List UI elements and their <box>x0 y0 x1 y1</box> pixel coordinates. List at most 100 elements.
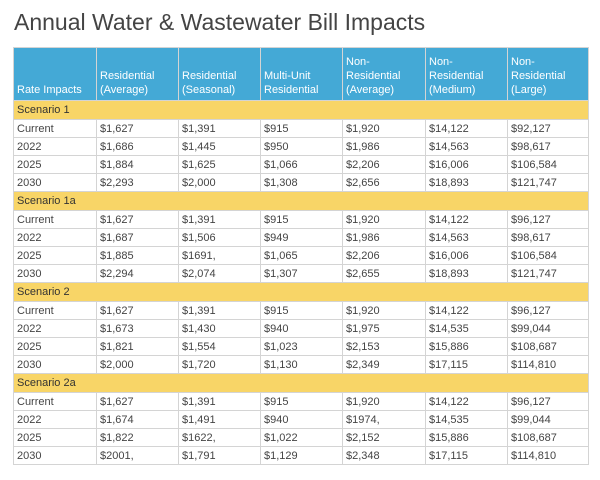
value-cell: $1,023 <box>260 337 343 356</box>
value-cell: $2,293 <box>96 173 179 192</box>
table-row: 2022 $1,686 $1,445 $950 $1,986 $14,563 $98,617 <box>13 137 589 156</box>
value-cell: $1,821 <box>96 337 179 356</box>
row-label-cell: 2030 <box>13 446 97 465</box>
value-cell: $1,554 <box>178 337 261 356</box>
row-label-cell: Current <box>13 119 97 138</box>
value-cell: $14,563 <box>425 137 508 156</box>
value-cell: $1,430 <box>178 319 261 338</box>
table-row: 2030 $2,000 $1,720 $1,130 $2,349 $17,115 $114,… <box>13 355 589 374</box>
value-cell: $1,920 <box>342 119 426 138</box>
value-cell: $1,920 <box>342 392 426 411</box>
value-cell: $99,044 <box>507 410 589 429</box>
value-cell: $14,122 <box>425 301 508 320</box>
value-cell: $1622, <box>178 428 261 447</box>
scenario-label: Scenario 1a <box>13 191 589 211</box>
value-cell: $915 <box>260 301 343 320</box>
value-cell: $2001, <box>96 446 179 465</box>
value-cell: $2,349 <box>342 355 426 374</box>
value-cell: $121,747 <box>507 173 589 192</box>
value-cell: $1,673 <box>96 319 179 338</box>
row-label-cell: 2025 <box>13 155 97 174</box>
value-cell: $1,491 <box>178 410 261 429</box>
scenario-header-row: Scenario 2a <box>13 373 589 393</box>
value-cell: $15,886 <box>425 337 508 356</box>
value-cell: $114,810 <box>507 355 589 374</box>
value-cell: $1,625 <box>178 155 261 174</box>
value-cell: $1,129 <box>260 446 343 465</box>
value-cell: $96,127 <box>507 210 589 229</box>
row-label-cell: 2022 <box>13 228 97 247</box>
value-cell: $18,893 <box>425 264 508 283</box>
row-label-cell: 2030 <box>13 173 97 192</box>
value-cell: $14,122 <box>425 210 508 229</box>
value-cell: $1,627 <box>96 392 179 411</box>
value-cell: $1,720 <box>178 355 261 374</box>
value-cell: $1,065 <box>260 246 343 265</box>
table-body: Scenario 1 Current $1,627 $1,391 $915 $1,920 $… <box>13 100 589 465</box>
value-cell: $1,686 <box>96 137 179 156</box>
table-row: 2030 $2,294 $2,074 $1,307 $2,655 $18,893 $121,… <box>13 264 589 283</box>
value-cell: $1,975 <box>342 319 426 338</box>
table-row: 2030 $2,293 $2,000 $1,308 $2,656 $18,893 $121,… <box>13 173 589 192</box>
page-title: Annual Water & Wastewater Bill Impacts <box>14 9 426 35</box>
row-label-cell: 2030 <box>13 264 97 283</box>
value-cell: $106,584 <box>507 155 589 174</box>
value-cell: $108,687 <box>507 428 589 447</box>
row-label-cell: 2025 <box>13 246 97 265</box>
value-cell: $108,687 <box>507 337 589 356</box>
row-label-cell: 2022 <box>13 319 97 338</box>
value-cell: $1,066 <box>260 155 343 174</box>
table-row: Current $1,627 $1,391 $915 $1,920 $14,122 $96,… <box>13 210 589 229</box>
value-cell: $2,206 <box>342 155 426 174</box>
row-label-cell: Current <box>13 210 97 229</box>
table-row: 2025 $1,822 $1622, $1,022 $2,152 $15,886 $108,… <box>13 428 589 447</box>
row-label-cell: 2025 <box>13 337 97 356</box>
value-cell: $1,885 <box>96 246 179 265</box>
table-row: 2025 $1,884 $1,625 $1,066 $2,206 $16,006 $106,… <box>13 155 589 174</box>
table-row: 2025 $1,821 $1,554 $1,023 $2,153 $15,886 $108,… <box>13 337 589 356</box>
value-cell: $1,884 <box>96 155 179 174</box>
value-cell: $1,674 <box>96 410 179 429</box>
table-header: Rate Impacts Residential (Average) Resid… <box>13 47 589 101</box>
value-cell: $106,584 <box>507 246 589 265</box>
value-cell: $1974, <box>342 410 426 429</box>
column-header-multi-unit-residential: Multi-Unit Residential <box>260 47 343 101</box>
scenario-header-row: Scenario 2 <box>13 282 589 302</box>
value-cell: $99,044 <box>507 319 589 338</box>
value-cell: $940 <box>260 410 343 429</box>
value-cell: $17,115 <box>425 446 508 465</box>
value-cell: $2,206 <box>342 246 426 265</box>
value-cell: $96,127 <box>507 301 589 320</box>
value-cell: $1,627 <box>96 210 179 229</box>
value-cell: $949 <box>260 228 343 247</box>
column-header-non-residential-average: Non-Residential (Average) <box>342 47 426 101</box>
column-header-non-residential-medium: Non-Residential (Medium) <box>425 47 508 101</box>
value-cell: $2,152 <box>342 428 426 447</box>
table-row: Current $1,627 $1,391 $915 $1,920 $14,122 $92,… <box>13 119 589 138</box>
value-cell: $15,886 <box>425 428 508 447</box>
value-cell: $1,627 <box>96 301 179 320</box>
value-cell: $1,307 <box>260 264 343 283</box>
value-cell: $940 <box>260 319 343 338</box>
value-cell: $121,747 <box>507 264 589 283</box>
value-cell: $915 <box>260 119 343 138</box>
value-cell: $92,127 <box>507 119 589 138</box>
row-label-cell: Current <box>13 301 97 320</box>
row-label-cell: 2022 <box>13 137 97 156</box>
value-cell: $1,308 <box>260 173 343 192</box>
table-row: 2022 $1,687 $1,506 $949 $1,986 $14,563 $98,617 <box>13 228 589 247</box>
header-row: Rate Impacts Residential (Average) Resid… <box>13 47 589 101</box>
column-header-residential-average: Residential (Average) <box>96 47 179 101</box>
value-cell: $2,153 <box>342 337 426 356</box>
column-header-rate-impacts: Rate Impacts <box>13 47 97 101</box>
value-cell: $1,687 <box>96 228 179 247</box>
column-header-non-residential-large: Non-Residential (Large) <box>507 47 589 101</box>
scenario-header-row: Scenario 1 <box>13 100 589 120</box>
value-cell: $1,022 <box>260 428 343 447</box>
value-cell: $1,445 <box>178 137 261 156</box>
value-cell: $16,006 <box>425 246 508 265</box>
value-cell: $2,348 <box>342 446 426 465</box>
value-cell: $16,006 <box>425 155 508 174</box>
value-cell: $1,822 <box>96 428 179 447</box>
